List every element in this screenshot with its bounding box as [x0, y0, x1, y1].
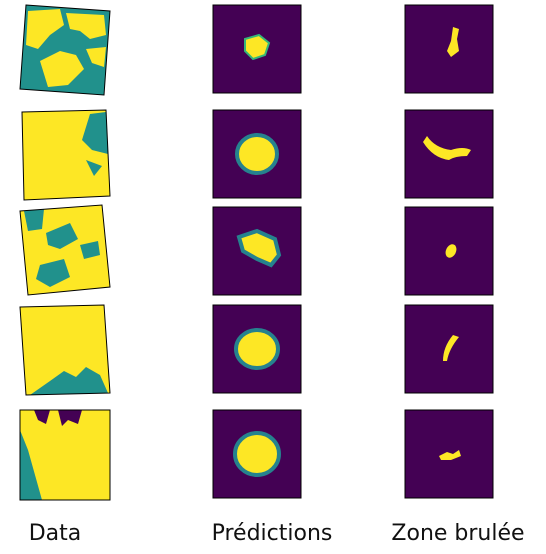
prediction-image — [213, 410, 301, 498]
data-image — [20, 5, 110, 95]
figure: Data Prédictions Zone brulée — [0, 0, 546, 554]
burned-zone-image — [405, 305, 493, 393]
data-image — [20, 410, 110, 500]
data-image — [20, 305, 110, 395]
burned-zone-image — [405, 110, 493, 198]
data-image — [22, 110, 110, 200]
predictions-column — [213, 5, 301, 498]
burned-zone-image — [405, 207, 493, 295]
column-label: Zone brulée — [391, 521, 524, 546]
burned-zone-column — [405, 5, 493, 498]
column-label: Prédictions — [212, 521, 333, 546]
prediction-image — [213, 305, 301, 393]
burned-zone-image — [405, 410, 493, 498]
prediction-image — [213, 110, 301, 198]
column-label: Data — [29, 521, 82, 546]
data-column — [20, 5, 110, 500]
data-image — [20, 205, 110, 295]
burned-zone-image — [405, 5, 493, 93]
prediction-image — [213, 207, 301, 295]
prediction-image — [213, 5, 301, 93]
